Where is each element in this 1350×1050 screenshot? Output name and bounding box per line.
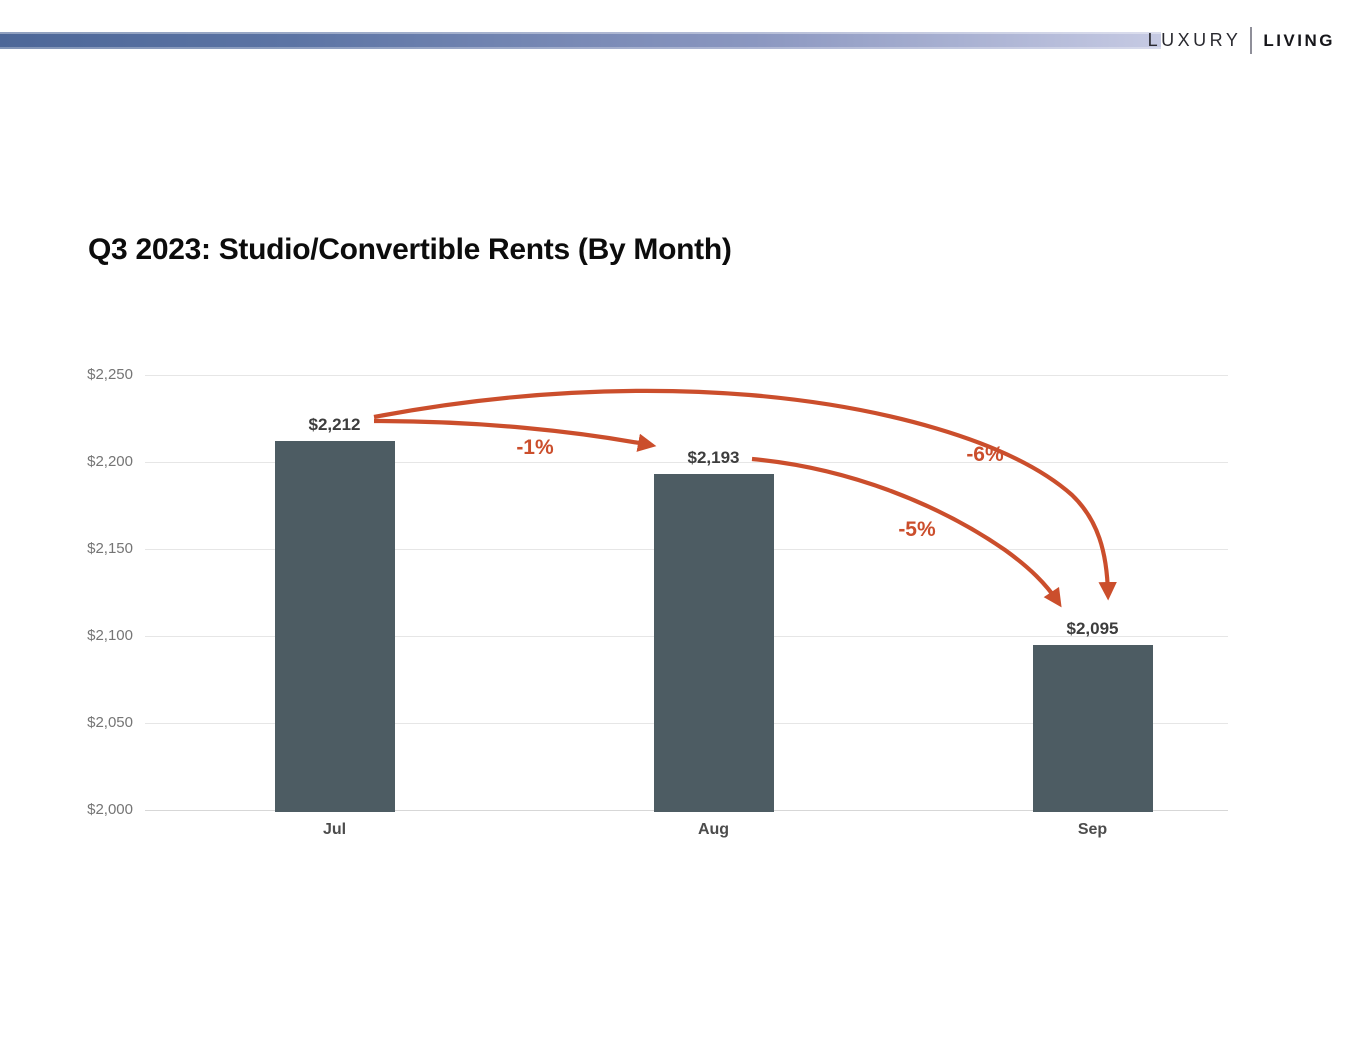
bar-value-label: $2,193 (687, 448, 740, 468)
y-axis-tick-label: $2,250 (87, 366, 133, 383)
chart-title: Q3 2023: Studio/Convertible Rents (By Mo… (88, 233, 732, 266)
bar-value-label: $2,212 (308, 415, 361, 435)
x-axis-tick-label: Jul (322, 821, 347, 838)
bar-sep (1032, 644, 1153, 812)
brand-logo: LUXURY LIVING (1148, 24, 1335, 57)
brand-word-living: LIVING (1263, 30, 1335, 50)
pct-change-jul-aug: -1% (516, 436, 554, 459)
bar-value-label: $2,095 (1066, 618, 1119, 638)
brand-word-luxury: LUXURY (1147, 30, 1242, 50)
y-axis-tick-label: $2,050 (87, 714, 133, 731)
y-axis-tick-label: $2,150 (87, 540, 133, 557)
x-axis-tick-label: Sep (1077, 821, 1108, 838)
y-axis-tick-label: $2,100 (87, 627, 133, 644)
bar-aug (653, 474, 774, 812)
x-axis-tick-label: Aug (697, 821, 730, 838)
y-axis-tick-label: $2,000 (87, 801, 133, 818)
pct-change-aug-sep: -5% (898, 518, 936, 541)
brand-divider (1250, 27, 1253, 54)
y-axis-tick-label: $2,200 (87, 453, 133, 470)
header-accent-bar (0, 32, 1161, 49)
pct-change-jul-sep: -6% (966, 443, 1004, 466)
bar-jul (274, 441, 395, 812)
gridline (145, 375, 1228, 376)
